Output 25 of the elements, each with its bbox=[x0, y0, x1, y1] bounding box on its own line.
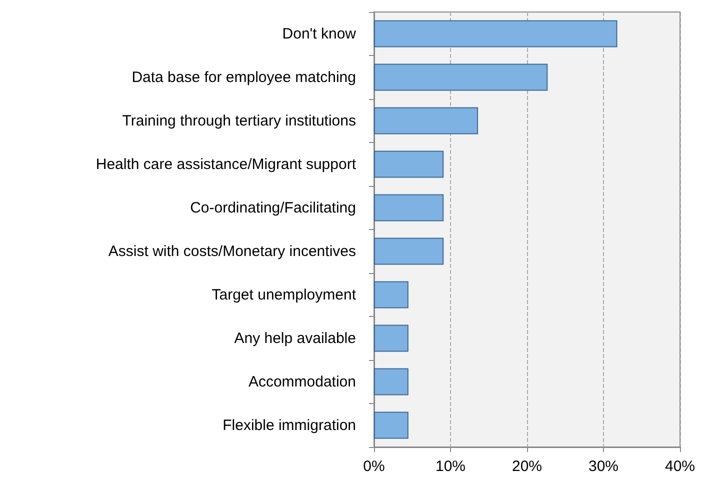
y-tick-label: Any help available bbox=[234, 330, 356, 347]
y-tick-label: Target unemployment bbox=[212, 286, 357, 304]
y-tick-label: Co-ordinating/Facilitating bbox=[190, 199, 356, 216]
bar bbox=[374, 238, 444, 265]
y-tick-label: Accommodation bbox=[248, 373, 356, 390]
bar bbox=[374, 64, 548, 91]
y-tick-label: Don't know bbox=[282, 25, 356, 42]
bar bbox=[374, 107, 478, 134]
y-tick-label: Data base for employee matching bbox=[132, 68, 356, 86]
bar bbox=[374, 412, 408, 439]
y-tick-label: Assist with costs/Monetary incentives bbox=[108, 242, 356, 260]
x-tick-label: 20% bbox=[512, 458, 542, 475]
bar bbox=[374, 324, 408, 352]
x-tick-label: 30% bbox=[588, 458, 619, 475]
y-tick-label: Health care assistance/Migrant support bbox=[96, 156, 357, 173]
bar bbox=[374, 150, 444, 178]
y-tick-label: Training through tertiary institutions bbox=[122, 112, 356, 130]
bar bbox=[374, 20, 618, 48]
bar bbox=[374, 368, 408, 396]
bar bbox=[374, 281, 408, 308]
x-tick-label: 40% bbox=[664, 458, 696, 475]
x-tick-label: 0% bbox=[363, 458, 385, 475]
y-tick-label: Flexible immigration bbox=[222, 416, 356, 434]
x-tick-label: 10% bbox=[435, 458, 466, 475]
bar bbox=[374, 194, 444, 222]
